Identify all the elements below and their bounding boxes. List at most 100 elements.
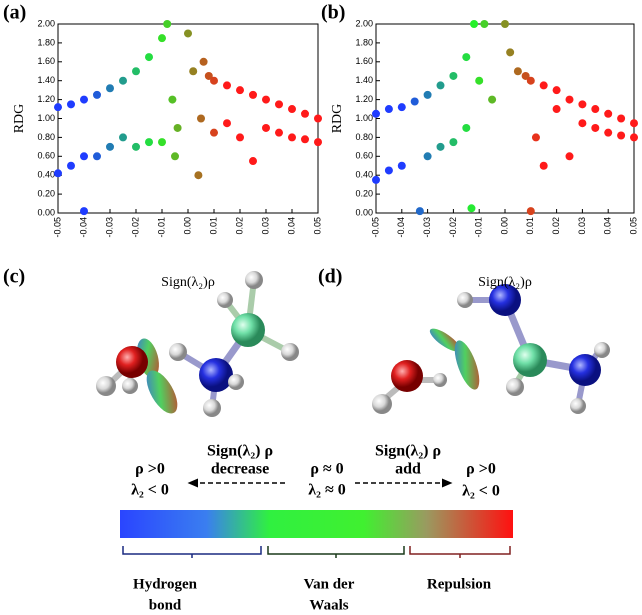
- region-label: Van der: [304, 576, 355, 592]
- point: [372, 109, 380, 118]
- point: [423, 90, 432, 99]
- point: [475, 76, 484, 85]
- point: [119, 133, 127, 142]
- scale-label: λ₂ ≈ 0: [308, 482, 345, 499]
- point: [262, 123, 270, 132]
- y-tick-label: 1.20: [355, 94, 373, 104]
- point: [470, 20, 479, 28]
- point: [145, 53, 153, 62]
- point: [410, 97, 419, 106]
- x-tick-label: 0.00: [182, 217, 192, 235]
- point: [630, 119, 638, 128]
- point: [275, 128, 283, 137]
- point: [384, 105, 393, 114]
- point: [604, 109, 613, 118]
- x-tick-label: 0.02: [551, 217, 561, 235]
- point: [301, 109, 309, 118]
- x-axis-label: Sign(λ₂)ρ: [478, 275, 532, 290]
- point: [513, 67, 522, 76]
- y-tick-label: 1.00: [355, 113, 373, 123]
- x-tick-label: -0.04: [396, 217, 406, 238]
- point: [288, 105, 296, 114]
- point: [67, 161, 75, 170]
- point: [54, 103, 62, 112]
- y-tick-label: 0.80: [355, 132, 373, 142]
- point: [67, 100, 75, 109]
- x-tick-label: -0.02: [448, 217, 458, 238]
- scale-label: ρ >0: [135, 461, 165, 478]
- point: [54, 169, 62, 178]
- point: [526, 76, 535, 85]
- bracket: [267, 546, 405, 558]
- y-tick-label: 0.60: [355, 151, 373, 161]
- point: [397, 161, 406, 170]
- point: [314, 114, 322, 123]
- point: [173, 123, 182, 132]
- point: [197, 114, 205, 123]
- point: [372, 175, 380, 184]
- x-tick-label: 0.04: [286, 217, 296, 235]
- point: [132, 142, 140, 151]
- y-tick-label: 0.40: [37, 170, 55, 180]
- x-tick-label: 0.05: [628, 217, 638, 235]
- y-axis-label: RDG: [12, 104, 27, 134]
- point: [552, 105, 561, 114]
- point: [236, 86, 244, 95]
- y-tick-label: 1.40: [37, 75, 55, 85]
- point: [436, 81, 445, 90]
- plot-frame: [57, 23, 319, 214]
- point: [415, 207, 424, 216]
- molecule-d: [372, 284, 610, 414]
- y-tick-label: 1.80: [355, 37, 373, 47]
- point: [565, 95, 574, 104]
- molecule-c: [96, 271, 299, 417]
- point: [204, 71, 213, 80]
- point: [168, 95, 177, 104]
- point: [384, 166, 393, 175]
- y-tick-label: 0.80: [37, 132, 55, 142]
- y-axis-label: RDG: [330, 104, 345, 134]
- region-label: Repulsion: [427, 576, 492, 592]
- plot-frame: [375, 23, 635, 214]
- point: [578, 119, 587, 128]
- point: [210, 128, 218, 137]
- x-tick-label: 0.05: [312, 217, 322, 235]
- region-label: Hydrogen: [133, 576, 198, 592]
- panel-label: (b): [321, 2, 345, 24]
- point: [591, 105, 600, 114]
- x-tick-label: -0.03: [104, 217, 114, 238]
- point: [223, 119, 231, 128]
- point: [184, 29, 192, 38]
- scale-label: λ₂ < 0: [131, 482, 169, 499]
- y-tick-label: 0.20: [37, 188, 55, 198]
- point: [158, 138, 166, 147]
- y-tick-label: 0.40: [355, 170, 373, 180]
- point: [163, 20, 172, 28]
- point: [423, 152, 432, 161]
- y-tick-label: 1.00: [37, 113, 55, 123]
- point: [106, 84, 114, 93]
- x-tick-label: 0.01: [525, 217, 535, 235]
- y-tick-label: 2.00: [37, 18, 55, 28]
- point: [617, 131, 626, 140]
- point: [501, 20, 509, 28]
- point: [145, 138, 153, 147]
- y-tick-label: 1.20: [37, 94, 55, 104]
- point: [301, 135, 309, 144]
- y-tick-label: 2.00: [355, 18, 373, 28]
- point: [630, 133, 638, 142]
- point: [249, 90, 257, 99]
- x-tick-label: 0.02: [234, 217, 244, 235]
- point: [565, 152, 574, 161]
- point: [223, 81, 231, 90]
- point: [604, 128, 613, 137]
- y-tick-label: 0.60: [37, 151, 55, 161]
- scale-label: λ₂ < 0: [462, 483, 500, 500]
- point: [210, 76, 218, 85]
- y-tick-label: 0.00: [37, 207, 55, 217]
- point: [275, 100, 283, 109]
- x-tick-label: -0.02: [130, 217, 140, 238]
- x-tick-label: -0.01: [474, 217, 484, 238]
- point: [158, 34, 166, 43]
